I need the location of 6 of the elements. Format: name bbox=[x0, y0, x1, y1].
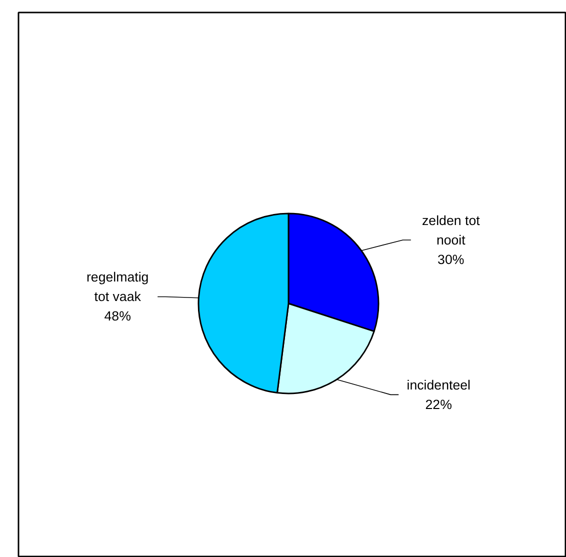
slice-label: zelden tot nooit bbox=[422, 213, 480, 248]
data-label: 22% bbox=[425, 396, 452, 412]
slice-label: regelmatig tot vaak bbox=[86, 270, 149, 304]
slice-label: incidenteel bbox=[406, 377, 471, 392]
data-label: 30% bbox=[438, 252, 464, 268]
data-label: 48% bbox=[104, 308, 132, 324]
